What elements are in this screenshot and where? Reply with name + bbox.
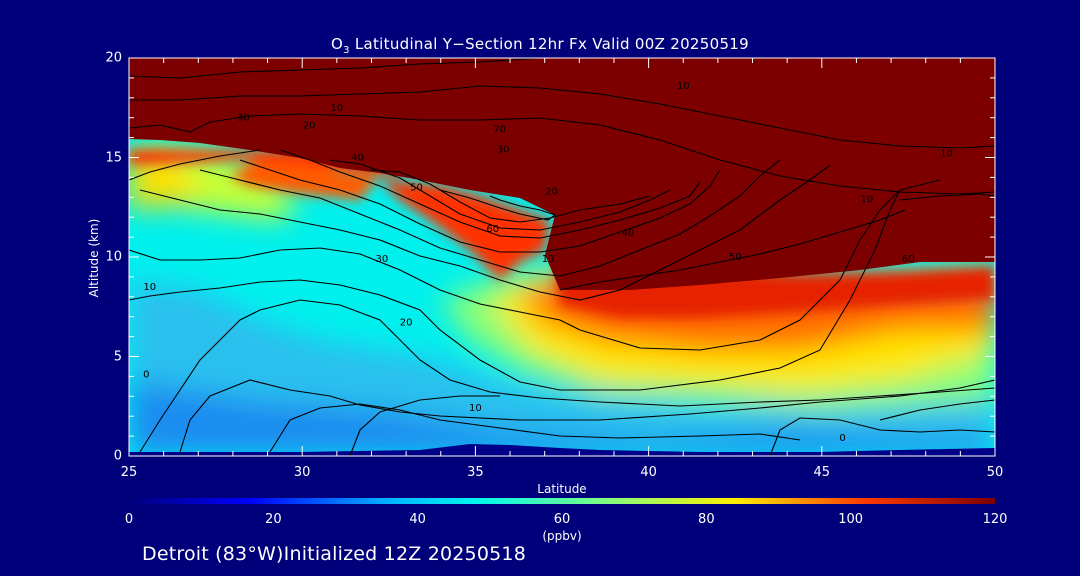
contour-label: 20	[400, 318, 413, 329]
x-tick-label: 30	[293, 465, 311, 480]
contour-labels: 0 10 20 30 40 50 60 70 10 20 30 40 50 60 10 10 20 10 10 30 1…	[143, 81, 953, 444]
x-tick-label: 50	[986, 465, 1004, 480]
contour-label: 40	[621, 228, 634, 239]
contour-label: 10	[677, 81, 690, 92]
contour-label: 10	[469, 403, 482, 414]
contour-label: 10	[860, 194, 873, 205]
contour-label: 30	[497, 145, 510, 156]
contour-label: 40	[351, 153, 364, 164]
title-text: Latitudinal Y−Section 12hr Fx Valid 00Z …	[349, 35, 749, 53]
colorbar-tick-label: 120	[982, 512, 1008, 527]
x-tick-label: 40	[640, 465, 657, 480]
chart-title: O3 Latitudinal Y−Section 12hr Fx Valid 0…	[0, 35, 1080, 56]
x-tick-label: 25	[120, 465, 138, 480]
y-tick-label: 20	[105, 50, 122, 66]
contour-label: 10	[542, 254, 555, 265]
y-tick-label: 0	[113, 448, 122, 464]
colorbar-tick-label: 100	[838, 512, 864, 527]
contour-label: 10	[143, 282, 156, 293]
title-species: O	[331, 35, 344, 53]
contour-label: 60	[486, 224, 499, 235]
ozone-color-field	[129, 58, 995, 456]
x-axis-label: Latitude	[537, 482, 587, 496]
contour-label: 0	[839, 433, 845, 444]
title-species-subscript: 3	[343, 45, 350, 56]
contour-label: 10	[330, 103, 343, 114]
colorbar-tick-label: 40	[409, 512, 426, 527]
colorbar-tick-label: 0	[124, 512, 134, 527]
axis-ticks	[128, 57, 996, 457]
colorbar-units: (ppbv)	[542, 529, 582, 543]
contour-label: 20	[303, 121, 316, 132]
contour-label: 30	[376, 254, 389, 265]
colorbar-tick-label: 60	[553, 512, 571, 527]
ozone-contours	[129, 58, 995, 456]
contour-label: 30	[237, 113, 250, 124]
colorbar-tick-label: 80	[698, 512, 715, 527]
contour-label: 50	[729, 252, 742, 263]
contour-label: 20	[545, 186, 558, 197]
contour-label: 50	[410, 182, 423, 193]
footer-text: Detroit (83°W)Initialized 12Z 20250518	[142, 543, 527, 565]
y-axis-label: Altitude (km)	[87, 218, 101, 298]
colorbar	[129, 498, 995, 504]
x-tick-label: 45	[813, 465, 831, 480]
contour-label: 10	[940, 149, 953, 160]
y-tick-label: 5	[113, 349, 122, 364]
x-tick-label: 35	[467, 465, 484, 480]
contour-label: 70	[493, 125, 506, 136]
contour-label: 0	[143, 369, 149, 380]
contour-label: 60	[902, 254, 915, 265]
y-tick-label: 10	[105, 249, 122, 265]
y-tick-label: 15	[105, 150, 122, 165]
colorbar-tick-label: 20	[265, 512, 282, 527]
